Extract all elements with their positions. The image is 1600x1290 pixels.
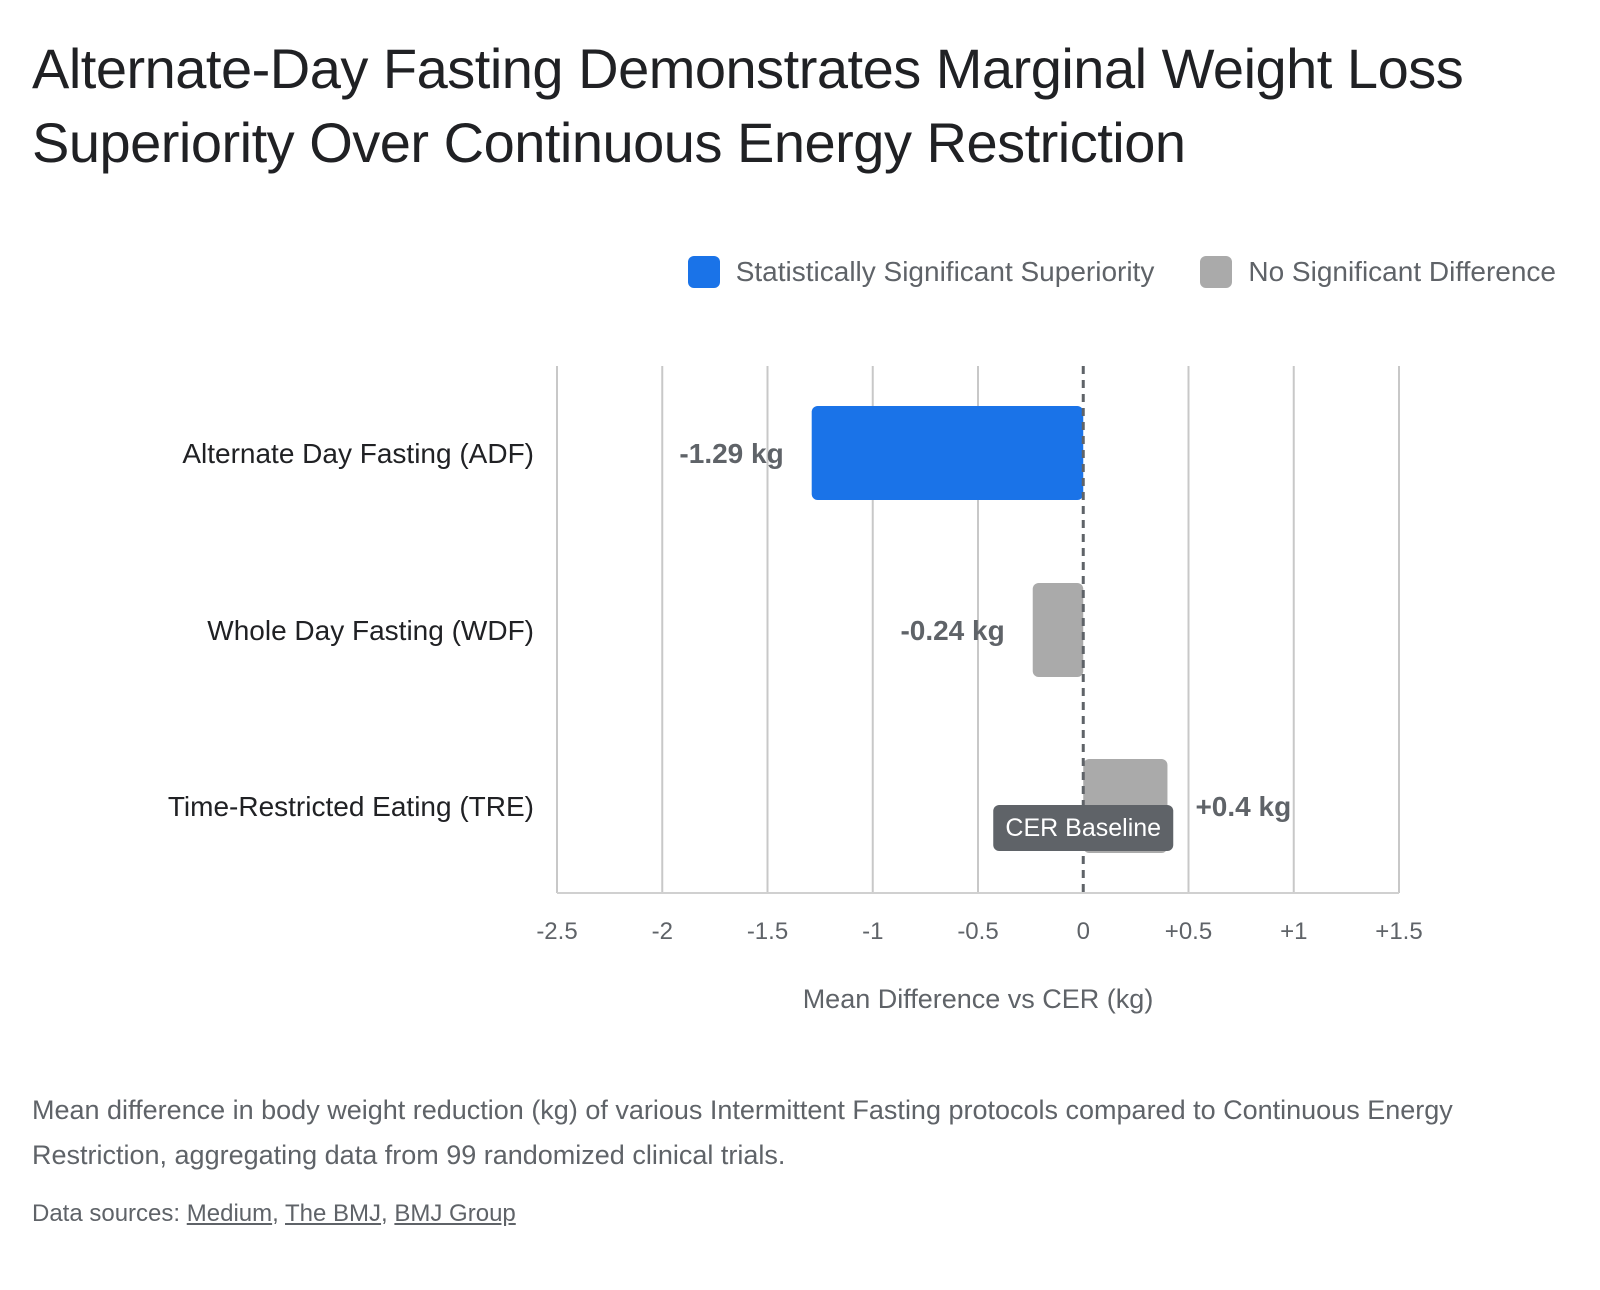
x-tick-label: -1.5: [747, 918, 788, 945]
source-link-the-bmj[interactable]: The BMJ: [285, 1200, 382, 1227]
reference-label-box: [993, 805, 1174, 851]
x-tick-label: -2: [652, 918, 673, 945]
x-tick-label: 0: [1077, 918, 1090, 945]
source-link-bmj-group[interactable]: BMJ Group: [394, 1200, 516, 1227]
sources-prefix: Data sources:: [32, 1200, 181, 1227]
x-tick-label: +1: [1280, 918, 1307, 945]
bar: [1032, 583, 1084, 677]
legend-item-significant: Statistically Significant Superiority: [687, 256, 1155, 288]
chart-plot: -2.5 -2 -1.5 -1 -0.5 0 +0.5 +1 +1.5 Mean Differen…: [168, 366, 1423, 1014]
y-category-label: Whole Day Fasting (WDF): [207, 615, 534, 646]
chart-title: Alternate-Day Fasting Demonstrates Margi…: [32, 37, 1464, 174]
bar: [811, 406, 1084, 500]
data-label: -0.24 kg: [900, 615, 1004, 646]
data-label: +0.4 kg: [1195, 791, 1291, 822]
data-sources: Data sources: Medium, The BMJ, BMJ Group: [32, 1200, 516, 1228]
x-tick-label: -2.5: [536, 918, 577, 945]
legend-label-not-significant: No Significant Difference: [1248, 256, 1556, 287]
data-label: -1.29 kg: [679, 438, 783, 469]
sources-separator: ,: [381, 1200, 395, 1227]
reference-label: CER Baseline: [1005, 814, 1161, 842]
legend: Statistically Significant Superiority No…: [687, 256, 1556, 288]
sources-separator: ,: [272, 1200, 286, 1227]
legend-item-not-significant: No Significant Difference: [1200, 256, 1556, 288]
x-tick-label: -1: [862, 918, 883, 945]
y-category-label: Time-Restricted Eating (TRE): [168, 791, 534, 822]
source-link-medium[interactable]: Medium: [186, 1200, 273, 1227]
x-tick-label: +0.5: [1165, 918, 1212, 945]
x-tick-label: +1.5: [1375, 918, 1422, 945]
x-tick-label: -0.5: [957, 918, 998, 945]
legend-label-significant: Statistically Significant Superiority: [735, 256, 1155, 287]
legend-swatch-significant: [687, 256, 720, 288]
chart-caption: Mean difference in body weight reduction…: [32, 1095, 1453, 1170]
y-category-label: Alternate Day Fasting (ADF): [182, 438, 534, 469]
legend-swatch-not-significant: [1200, 256, 1233, 288]
x-axis-title: Mean Difference vs CER (kg): [803, 984, 1154, 1014]
